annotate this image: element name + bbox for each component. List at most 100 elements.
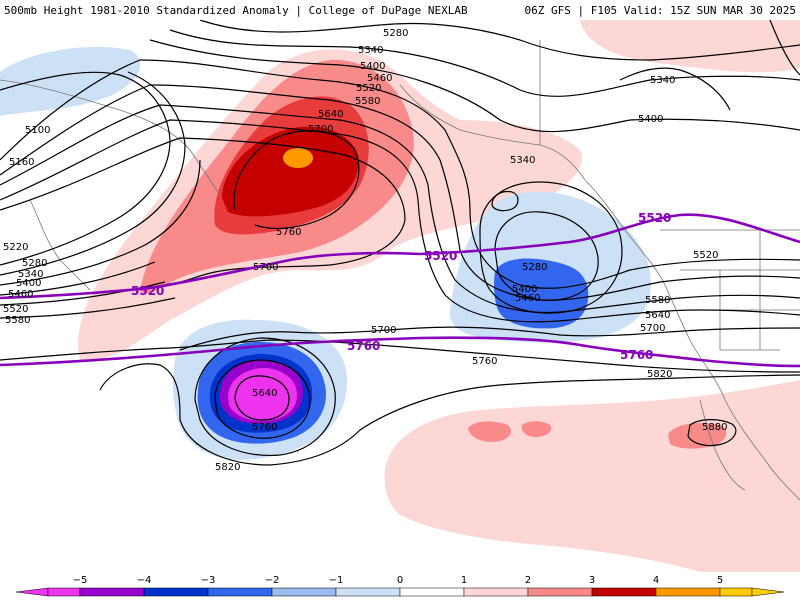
- colorbar: −5 −4 −3 −2 −1 0 1 2 3 4 5: [0, 572, 800, 600]
- coastlines: [0, 40, 800, 501]
- contour-5700-north: [0, 137, 406, 283]
- anomaly-neg-nw: [0, 46, 141, 116]
- contour-label: 5820: [647, 369, 672, 380]
- contour-label: 5580: [355, 96, 380, 107]
- baja-coast: [699, 399, 746, 491]
- contour-label: 5400: [638, 114, 663, 125]
- clim-label: 5760: [347, 339, 380, 353]
- contour-label: 5340: [18, 269, 43, 280]
- contour-5760-north: [233, 130, 360, 230]
- contour-5400-west: [0, 159, 201, 286]
- colorbar-tick: 2: [525, 575, 531, 586]
- contour-5280-north: [199, 20, 800, 61]
- contour-label: 5520: [3, 304, 28, 315]
- contour-label: 5220: [3, 242, 28, 253]
- colorbar-swatch: [527, 587, 593, 597]
- map-title: 500mb Height 1981-2010 Standardized Anom…: [4, 3, 468, 17]
- contour-label: 5580: [645, 295, 670, 306]
- anomaly-shading: [0, 20, 800, 572]
- contour-label: 5640: [252, 388, 277, 399]
- contour-label: 5400: [360, 61, 385, 72]
- clim-5760: [0, 336, 800, 368]
- clim-label: 5520: [131, 284, 164, 298]
- contour-5580-west: [0, 297, 176, 319]
- contour-top-right: [619, 20, 800, 111]
- contour-label: 5700: [640, 323, 665, 334]
- contour-5460: [0, 59, 800, 289]
- contour-5400-north: [149, 39, 800, 133]
- contour-label: 5640: [318, 109, 343, 120]
- contour-label: 5400: [512, 284, 537, 295]
- contour-5640: [0, 119, 800, 323]
- colorbar-tick: −2: [265, 575, 280, 586]
- colorbar-tick: 1: [461, 575, 467, 586]
- map-panel: 5280 5340 5400 5460 5520 5580 5640 5700 …: [0, 20, 800, 572]
- colorbar-swatch: [79, 587, 145, 597]
- contour-label: 5760: [276, 227, 301, 238]
- colorbar-swatch: [207, 587, 273, 597]
- colorbar-svg: −5 −4 −3 −2 −1 0 1 2 3 4 5: [15, 575, 785, 597]
- contour-label: 5340: [510, 155, 535, 166]
- colorbar-tick: 5: [717, 575, 723, 586]
- contour-label: 5460: [8, 289, 33, 300]
- contour-east-low-inner: [494, 211, 599, 301]
- contour-5880: [687, 419, 737, 447]
- model-valid-time: 06Z GFS | F105 Valid: 15Z SUN MAR 30 202…: [524, 3, 796, 17]
- contour-label: 5700: [308, 124, 333, 135]
- colorbar-swatch: [655, 587, 721, 597]
- clim-5520: [0, 213, 800, 300]
- anomaly-pos-baja: [668, 422, 727, 449]
- contour-5280-west: [0, 71, 171, 266]
- contour-cutoff-2: [214, 359, 311, 439]
- contour-5760-mid: [0, 339, 800, 373]
- contour-label: 5160: [9, 157, 34, 168]
- anomaly-pos-core: [222, 126, 359, 217]
- contour-cutoff-1: [194, 337, 336, 457]
- contour-label: 5820: [215, 462, 240, 473]
- colorbar-swatches: [15, 587, 785, 597]
- map-svg: 5280 5340 5400 5460 5520 5580 5640 5700 …: [0, 20, 800, 572]
- contour-label: 5460: [515, 293, 540, 304]
- colorbar-tick: −1: [329, 575, 344, 586]
- contour-label: 5880: [702, 422, 727, 433]
- colorbar-swatch: [591, 587, 657, 597]
- contour-cutoff-3: [234, 375, 290, 421]
- contour-label: 5520: [693, 250, 718, 261]
- contour-label: 5580: [5, 315, 30, 326]
- climatology-label-layer: 5520 5520 5520 5760 5760: [131, 211, 671, 362]
- clim-label: 5520: [424, 249, 457, 263]
- colorbar-tick: 3: [589, 575, 595, 586]
- contour-label-layer: 5280 5340 5400 5460 5520 5580 5640 5700 …: [3, 28, 727, 473]
- clim-label: 5520: [638, 211, 671, 225]
- contour-label: 5700: [371, 325, 396, 336]
- climatology-lines: [0, 213, 800, 368]
- anomaly-pos-south-2: [468, 421, 512, 442]
- colorbar-tick: 4: [653, 575, 659, 586]
- map-header: 500mb Height 1981-2010 Standardized Anom…: [0, 0, 800, 20]
- contour-5460-west: [0, 261, 156, 296]
- anomaly-pos-south-3: [521, 421, 552, 438]
- colorbar-swatch: [463, 587, 529, 597]
- contour-label: 5520: [356, 83, 381, 94]
- height-contours: [0, 20, 800, 466]
- contour-5580: [0, 104, 800, 314]
- west-coast: [664, 284, 800, 501]
- colorbar-arrow-left: [15, 587, 49, 597]
- colorbar-ticks: −5 −4 −3 −2 −1 0 1 2 3 4 5: [73, 575, 724, 586]
- contour-label: 5640: [645, 310, 670, 321]
- contour-5520-west: [0, 281, 166, 306]
- clim-label: 5760: [620, 348, 653, 362]
- contour-east-low: [479, 181, 623, 314]
- contour-label: 5340: [358, 45, 383, 56]
- anomaly-pos-ne: [580, 20, 800, 73]
- colorbar-swatch: [335, 587, 401, 597]
- siberia-coast: [0, 79, 221, 196]
- colorbar-arrow-right: [751, 587, 785, 597]
- state-lines: [660, 229, 800, 351]
- colorbar-tick: −4: [137, 575, 152, 586]
- contour-label: 5280: [383, 28, 408, 39]
- colorbar-swatch: [271, 587, 337, 597]
- anomaly-pos-peak: [283, 148, 313, 168]
- contour-5820: [99, 363, 800, 466]
- colorbar-swatch: [399, 587, 465, 597]
